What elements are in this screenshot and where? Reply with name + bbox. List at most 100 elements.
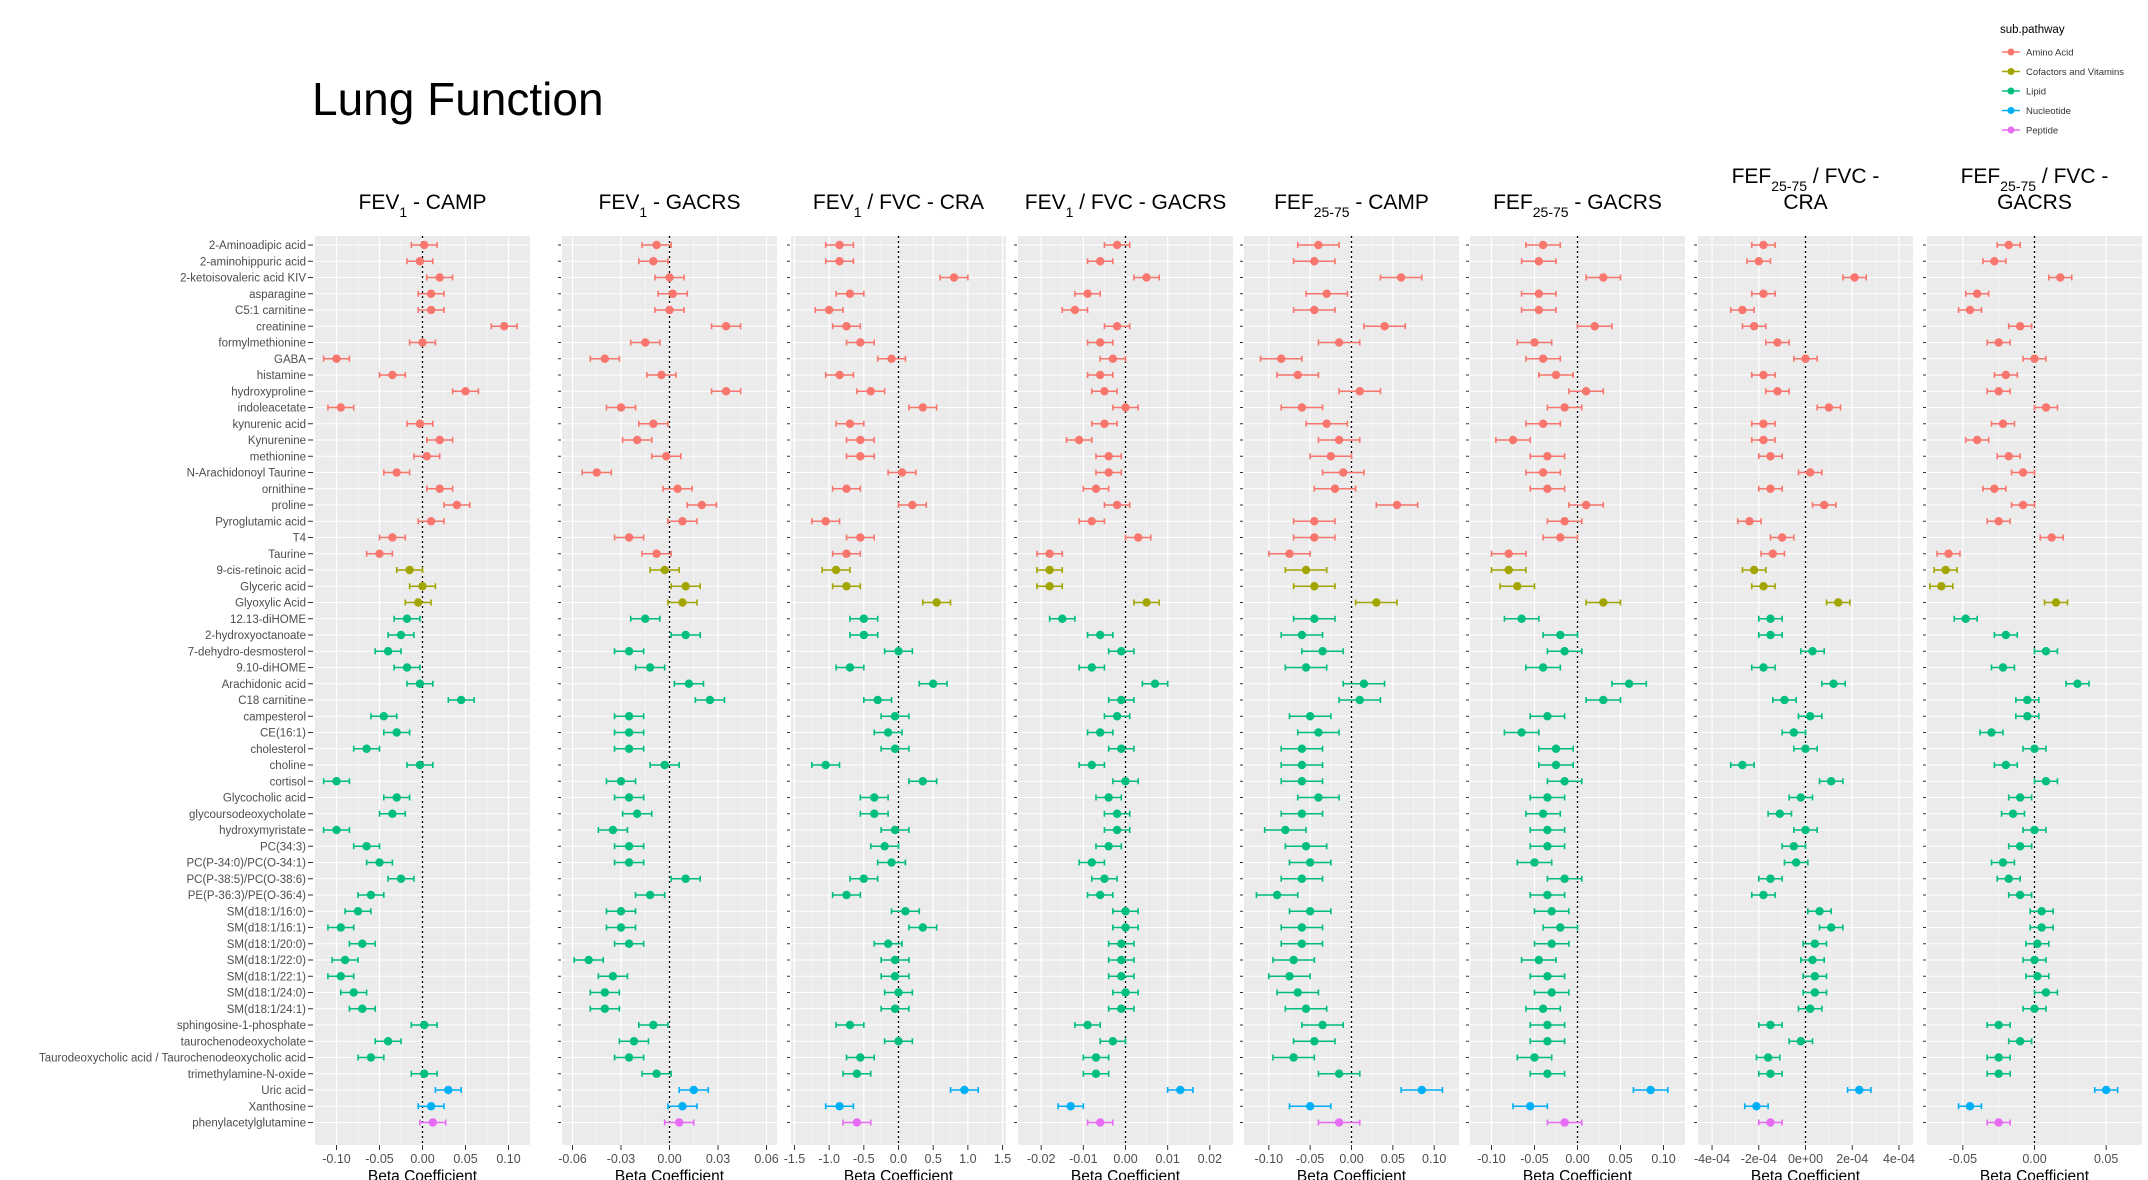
estimate-point bbox=[918, 403, 927, 412]
estimate-point bbox=[1504, 549, 1513, 558]
x-tick-label: 0.02 bbox=[1198, 1152, 1222, 1166]
estimate-point bbox=[821, 517, 830, 526]
estimate-point bbox=[624, 939, 634, 948]
metabolite-label: hydroxyproline bbox=[231, 386, 306, 398]
estimate-point bbox=[624, 1053, 634, 1062]
estimate-point bbox=[353, 907, 363, 916]
estimate-point bbox=[1359, 679, 1369, 688]
estimate-point bbox=[1310, 257, 1319, 266]
estimate-point bbox=[1990, 257, 1999, 266]
estimate-point bbox=[1070, 305, 1080, 315]
metabolite-label: Glycocholic acid bbox=[223, 793, 306, 805]
estimate-point bbox=[1305, 858, 1315, 867]
estimate-point bbox=[1759, 289, 1768, 298]
estimate-point bbox=[1087, 663, 1096, 672]
estimate-point bbox=[2004, 240, 2013, 250]
estimate-point bbox=[1972, 289, 1982, 298]
estimate-point bbox=[1796, 1037, 1806, 1046]
estimate-point bbox=[1142, 273, 1151, 282]
estimate-point bbox=[388, 370, 397, 380]
estimate-point bbox=[1087, 760, 1096, 770]
estimate-point bbox=[1112, 240, 1122, 250]
estimate-point bbox=[1104, 452, 1113, 461]
estimate-point bbox=[1301, 1004, 1311, 1013]
estimate-point bbox=[1543, 890, 1552, 900]
estimate-point bbox=[1560, 874, 1569, 883]
estimate-point bbox=[616, 923, 626, 932]
x-axis-label: Beta Coefficient bbox=[1751, 1168, 1861, 1180]
x-tick-label: 0.10 bbox=[1651, 1152, 1675, 1166]
estimate-point bbox=[1112, 322, 1122, 331]
x-tick-label: 0.06 bbox=[754, 1152, 778, 1166]
estimate-point bbox=[624, 712, 634, 721]
estimate-point bbox=[721, 322, 731, 331]
estimate-point bbox=[873, 695, 882, 705]
estimate-point bbox=[1096, 338, 1105, 347]
estimate-point bbox=[649, 1020, 658, 1030]
estimate-point bbox=[375, 858, 384, 867]
estimate-point bbox=[600, 988, 610, 997]
estimate-point bbox=[2004, 452, 2013, 461]
estimate-point bbox=[668, 289, 677, 298]
estimate-point bbox=[1504, 565, 1513, 575]
estimate-point bbox=[1314, 728, 1323, 737]
estimate-point bbox=[426, 1102, 436, 1111]
estimate-point bbox=[1417, 1085, 1426, 1095]
metabolite-label: hydroxymyristate bbox=[219, 825, 306, 837]
x-tick-label: -0.05 bbox=[1296, 1152, 1325, 1166]
panel-title: FEF25-75 / FVC - bbox=[1961, 165, 2109, 194]
estimate-point bbox=[859, 630, 869, 640]
estimate-point bbox=[2023, 695, 2032, 705]
estimate-point bbox=[379, 712, 388, 721]
estimate-point bbox=[660, 565, 669, 575]
x-tick-label: -0.02 bbox=[1027, 1152, 1056, 1166]
estimate-point bbox=[1330, 484, 1340, 493]
estimate-point bbox=[1108, 1037, 1118, 1046]
estimate-point bbox=[1738, 760, 1747, 770]
estimate-point bbox=[1517, 614, 1526, 623]
estimate-point bbox=[845, 663, 855, 672]
estimate-point bbox=[1176, 1085, 1185, 1095]
estimate-point bbox=[681, 874, 690, 883]
metabolite-label: C18 carnitine bbox=[238, 695, 306, 707]
estimate-point bbox=[1301, 663, 1311, 672]
estimate-point bbox=[1543, 972, 1552, 981]
metabolite-label: PE(P-36:3)/PE(O-36:4) bbox=[188, 890, 306, 902]
estimate-point bbox=[2033, 939, 2042, 948]
estimate-point bbox=[1534, 305, 1544, 315]
estimate-point bbox=[684, 679, 694, 688]
estimate-point bbox=[428, 1118, 438, 1127]
estimate-point bbox=[383, 1037, 393, 1046]
estimate-point bbox=[894, 988, 903, 997]
estimate-point bbox=[1547, 988, 1556, 997]
estimate-point bbox=[1759, 419, 1768, 428]
estimate-point bbox=[1538, 419, 1548, 428]
estimate-point bbox=[375, 549, 384, 558]
estimate-point bbox=[1112, 712, 1122, 721]
estimate-point bbox=[1534, 955, 1544, 965]
estimate-point bbox=[1801, 354, 1810, 363]
estimate-point bbox=[681, 630, 690, 640]
estimate-point bbox=[1310, 1037, 1319, 1046]
estimate-point bbox=[1100, 387, 1109, 396]
estimate-point bbox=[1766, 630, 1775, 640]
legend-item-label: Cofactors and Vitamins bbox=[2026, 67, 2124, 78]
forest-panel: -0.10 -0.05 0.00 0.05 0.10 Beta Coefficient FE… bbox=[1466, 191, 1685, 1180]
estimate-point bbox=[415, 760, 425, 770]
estimate-point bbox=[349, 988, 358, 997]
estimate-point bbox=[2051, 598, 2061, 607]
estimate-point bbox=[1599, 273, 1608, 282]
estimate-point bbox=[420, 1069, 429, 1078]
estimate-point bbox=[890, 972, 900, 981]
estimate-point bbox=[1855, 1085, 1864, 1095]
estimate-point bbox=[1045, 582, 1054, 591]
metabolite-label: 9.10-diHOME bbox=[236, 663, 306, 675]
metabolite-label: Glyceric acid bbox=[240, 581, 306, 593]
metabolite-label: kynurenic acid bbox=[232, 419, 306, 431]
estimate-point bbox=[1990, 484, 1999, 493]
estimate-point bbox=[1824, 403, 1834, 412]
estimate-point bbox=[1759, 582, 1768, 591]
estimate-point bbox=[1334, 1069, 1344, 1078]
x-tick-label: -1.5 bbox=[784, 1152, 806, 1166]
estimate-point bbox=[1780, 695, 1789, 705]
